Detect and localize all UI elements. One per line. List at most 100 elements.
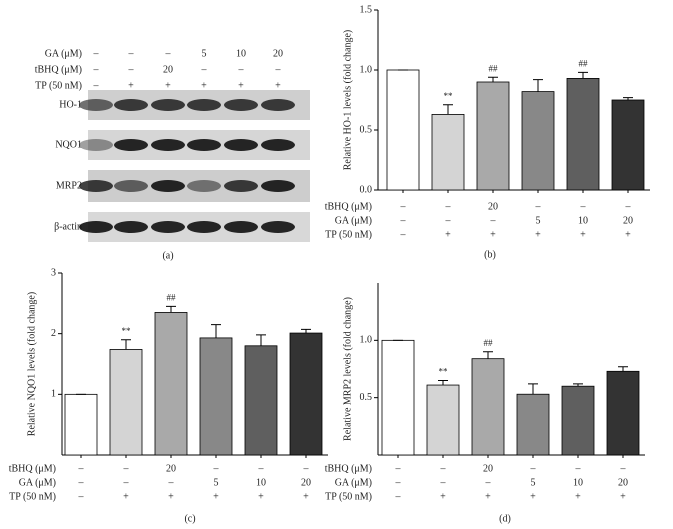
bar: [521, 91, 555, 191]
condition-value: –: [485, 477, 492, 488]
condition-value: –: [78, 463, 85, 474]
treatment-value: +: [165, 80, 171, 91]
treatment-value: –: [93, 64, 100, 75]
error-bar: [211, 324, 221, 338]
band: [261, 139, 295, 151]
condition-value: 10: [573, 477, 583, 488]
condition-value: +: [530, 491, 536, 502]
panel-label: (c): [184, 513, 195, 524]
condition-value: –: [580, 201, 587, 212]
condition-label: tBHQ (μM): [325, 463, 372, 474]
bar: [471, 358, 505, 456]
condition-label: tBHQ (μM): [9, 463, 56, 474]
bar: [426, 384, 460, 456]
y-tick-label: 1: [51, 389, 56, 400]
band: [114, 139, 148, 151]
condition-value: –: [395, 477, 402, 488]
error-bar: [623, 97, 633, 100]
condition-value: 20: [301, 477, 311, 488]
error-bar: [121, 339, 131, 350]
y-tick-label: 2: [51, 328, 56, 339]
condition-value: –: [78, 491, 85, 502]
bar: [289, 332, 323, 456]
condition-value: –: [445, 201, 452, 212]
band: [114, 221, 148, 233]
condition-value: –: [440, 477, 447, 488]
error-bar: [533, 79, 543, 92]
band: [114, 99, 148, 111]
error-bar: [438, 379, 448, 386]
condition-value: 20: [166, 463, 176, 474]
treatment-label: tBHQ (μM): [35, 64, 82, 75]
y-tick-label: 0.5: [360, 392, 373, 403]
error-bar: [256, 334, 266, 346]
condition-label: GA (μM): [335, 215, 372, 226]
bar: [109, 349, 143, 456]
treatment-label: GA (μM): [45, 48, 82, 59]
condition-label: TP (50 nM): [9, 491, 56, 502]
treatment-value: –: [128, 64, 135, 75]
condition-value: 5: [536, 215, 541, 226]
condition-value: +: [168, 491, 174, 502]
condition-value: 10: [256, 477, 266, 488]
y-tick-label: 0.5: [360, 124, 373, 135]
treatment-value: 5: [202, 48, 207, 59]
band: [187, 99, 221, 111]
condition-value: –: [213, 463, 220, 474]
protein-label: MRP2: [56, 180, 82, 191]
condition-value: +: [303, 491, 309, 502]
condition-label: tBHQ (μM): [325, 201, 372, 212]
bar: [561, 385, 595, 456]
error-bar: [618, 366, 628, 372]
treatment-value: 10: [236, 48, 246, 59]
y-tick-label: 3: [51, 267, 56, 278]
condition-value: +: [625, 229, 631, 240]
condition-value: +: [213, 491, 219, 502]
y-tick-label: 0.0: [360, 184, 373, 195]
condition-value: +: [580, 229, 586, 240]
condition-label: GA (μM): [335, 477, 372, 488]
condition-label: GA (μM): [19, 477, 56, 488]
significance: **: [444, 91, 454, 101]
bar: [64, 393, 98, 456]
y-tick-label: 1.0: [360, 335, 373, 346]
condition-value: +: [620, 491, 626, 502]
y-axis-label: Relative HO-1 levels (fold change): [342, 30, 353, 171]
significance: ##: [484, 338, 494, 348]
condition-value: –: [400, 215, 407, 226]
band: [187, 139, 221, 151]
condition-value: +: [575, 491, 581, 502]
significance: **: [122, 326, 132, 336]
bar: [199, 337, 233, 456]
protein-label: HO-1: [59, 99, 82, 110]
condition-value: +: [440, 491, 446, 502]
bar: [386, 69, 420, 191]
band: [261, 180, 295, 192]
condition-value: +: [535, 229, 541, 240]
significance: **: [439, 367, 449, 377]
band: [79, 139, 113, 151]
protein-label: β-actin: [54, 221, 82, 232]
error-bar: [301, 328, 311, 334]
panel-label: (d): [499, 513, 511, 524]
treatment-value: 20: [163, 64, 173, 75]
bar: [566, 78, 600, 191]
significance: ##: [489, 63, 499, 73]
condition-value: 5: [531, 477, 536, 488]
condition-value: –: [400, 229, 407, 240]
bar: [516, 393, 550, 456]
condition-value: 5: [214, 477, 219, 488]
bar: [381, 339, 415, 456]
treatment-value: +: [128, 80, 134, 91]
condition-value: –: [440, 463, 447, 474]
band: [151, 180, 185, 192]
condition-value: +: [490, 229, 496, 240]
y-axis-label: Relative MRP2 levels (fold change): [342, 297, 353, 441]
error-bar: [573, 383, 583, 387]
condition-value: –: [395, 463, 402, 474]
condition-value: 20: [623, 215, 633, 226]
treatment-value: +: [201, 80, 207, 91]
error-bar: [578, 71, 588, 79]
band: [79, 221, 113, 233]
